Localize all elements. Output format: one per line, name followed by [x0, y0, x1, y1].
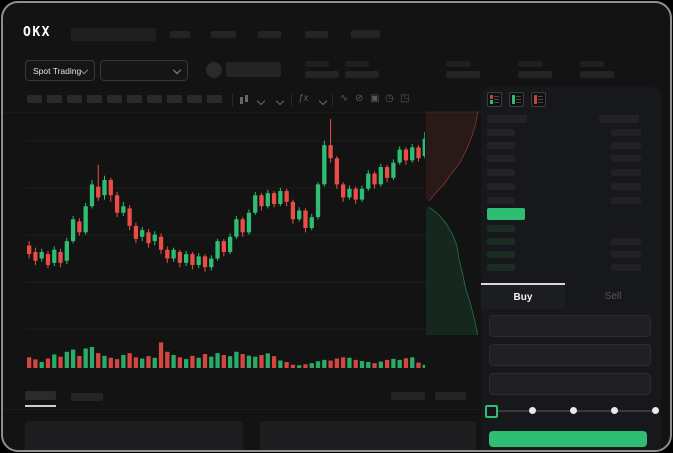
- bid-size-skeleton[interactable]: [611, 238, 641, 245]
- indicators-icon[interactable]: ƒx: [298, 93, 309, 104]
- stat-label-skeleton: [446, 61, 470, 67]
- timeframe-button-skeleton[interactable]: [207, 95, 222, 103]
- market-type-selector[interactable]: Spot Trading: [25, 60, 95, 81]
- ask-row-skeleton[interactable]: [487, 183, 515, 190]
- coin-avatar: [206, 62, 222, 78]
- fullscreen-icon[interactable]: ◳: [400, 93, 410, 104]
- ask-row-skeleton[interactable]: [487, 155, 515, 162]
- divider: [291, 94, 292, 106]
- ask-row-skeleton[interactable]: [487, 142, 515, 149]
- measure-icon[interactable]: ⊘: [355, 93, 364, 104]
- orders-panel-skeleton: [260, 421, 476, 450]
- nav-item-skeleton[interactable]: [351, 30, 380, 38]
- slider-stop-75pct[interactable]: [611, 407, 618, 414]
- timeframe-button-skeleton[interactable]: [47, 95, 62, 103]
- ask-row-skeleton[interactable]: [487, 169, 515, 176]
- last-price-skeleton: [226, 62, 281, 77]
- timeframe-button-skeleton[interactable]: [87, 95, 102, 103]
- search-bar-skeleton[interactable]: [71, 28, 156, 41]
- bid-row-skeleton[interactable]: [487, 264, 515, 271]
- active-tab-underline: [25, 405, 56, 407]
- nav-item-skeleton[interactable]: [211, 31, 236, 38]
- ask-size-skeleton[interactable]: [611, 142, 641, 149]
- ask-size-skeleton[interactable]: [611, 129, 641, 136]
- timeframe-button-skeleton[interactable]: [67, 95, 82, 103]
- nav-item-skeleton[interactable]: [170, 31, 190, 38]
- asks-book-view-icon[interactable]: [531, 92, 546, 107]
- timeframe-button-skeleton[interactable]: [107, 95, 122, 103]
- book-header-skeleton: [487, 115, 527, 123]
- orders-panel-skeleton: [25, 421, 243, 450]
- last-price-highlight[interactable]: [487, 208, 525, 220]
- ask-size-skeleton[interactable]: [611, 197, 641, 204]
- market-type-label: Spot Trading: [33, 65, 82, 76]
- bottom-action-skeleton[interactable]: [435, 392, 466, 400]
- order-book: [3, 3, 670, 450]
- bottom-tab-active-skeleton[interactable]: [25, 391, 56, 400]
- book-lines: [516, 96, 521, 105]
- candle-type-icon[interactable]: [240, 95, 249, 105]
- stat-value-skeleton: [446, 71, 480, 78]
- bids-book-view-icon[interactable]: [509, 92, 524, 107]
- bid-row-skeleton[interactable]: [487, 238, 515, 245]
- buy-tab-label: Buy: [513, 291, 533, 303]
- bottom-action-skeleton[interactable]: [391, 392, 425, 400]
- ask-row-skeleton[interactable]: [487, 197, 515, 204]
- okx-logo: OKX: [23, 25, 51, 40]
- timeframe-skeletons: [27, 95, 222, 103]
- slider-stop-50pct[interactable]: [570, 407, 577, 414]
- ask-row-skeleton[interactable]: [487, 129, 515, 136]
- camera-icon[interactable]: ▣: [370, 93, 380, 104]
- nav-item-skeleton[interactable]: [305, 31, 328, 38]
- stat-label-skeleton: [345, 61, 369, 67]
- timeframe-button-skeleton[interactable]: [187, 95, 202, 103]
- timeframe-button-skeleton[interactable]: [167, 95, 182, 103]
- bottom-tab-skeleton[interactable]: [71, 393, 103, 401]
- bid-size-skeleton[interactable]: [611, 264, 641, 271]
- stat-value-skeleton: [580, 71, 614, 78]
- bid-size-skeleton[interactable]: [611, 251, 641, 258]
- divider: [3, 112, 481, 113]
- amount-input-skeleton[interactable]: [489, 344, 651, 366]
- price-input-skeleton[interactable]: [489, 315, 651, 337]
- stat-label-skeleton: [518, 61, 542, 67]
- slider-stop-100pct[interactable]: [652, 407, 659, 414]
- stat-label-skeleton: [580, 61, 604, 67]
- timeframe-button-skeleton[interactable]: [27, 95, 42, 103]
- ask-size-skeleton[interactable]: [611, 183, 641, 190]
- stat-label-skeleton: [305, 61, 329, 67]
- bid-row-skeleton[interactable]: [487, 225, 515, 232]
- buy-submit-button[interactable]: [489, 431, 647, 447]
- timeframe-button-skeleton[interactable]: [147, 95, 162, 103]
- stat-value-skeleton: [345, 71, 379, 78]
- percent-slider: [3, 3, 670, 450]
- line-style-icon[interactable]: ∿: [340, 93, 349, 104]
- ask-size-skeleton[interactable]: [611, 155, 641, 162]
- divider: [232, 94, 233, 106]
- history-icon[interactable]: ◷: [385, 93, 394, 104]
- stat-value-skeleton: [305, 71, 339, 78]
- nav-item-skeleton[interactable]: [258, 31, 281, 38]
- sell-tab-label: Sell: [604, 290, 622, 302]
- tab-sell[interactable]: Sell: [565, 283, 661, 309]
- timeframe-button-skeleton[interactable]: [127, 95, 142, 103]
- pair-selector[interactable]: [100, 60, 188, 81]
- book-lines: [538, 96, 543, 105]
- stat-value-skeleton: [518, 71, 552, 78]
- depth-chart: [426, 111, 479, 335]
- combined-book-view-icon[interactable]: [487, 92, 502, 107]
- slider-stop-25pct[interactable]: [529, 407, 536, 414]
- divider: [332, 94, 333, 106]
- divider: [3, 409, 481, 410]
- total-input-skeleton[interactable]: [489, 373, 651, 395]
- slider-stop-0pct[interactable]: [485, 405, 498, 418]
- book-lines: [494, 96, 499, 105]
- tab-buy[interactable]: Buy: [481, 283, 565, 309]
- bid-row-skeleton[interactable]: [487, 251, 515, 258]
- ask-size-skeleton[interactable]: [611, 169, 641, 176]
- book-header-skeleton: [599, 115, 639, 123]
- candlestick-chart[interactable]: [25, 115, 425, 371]
